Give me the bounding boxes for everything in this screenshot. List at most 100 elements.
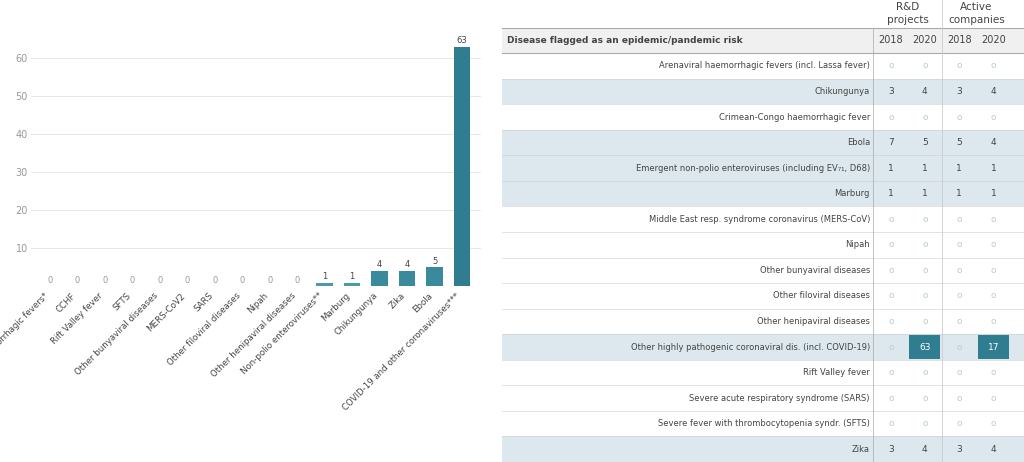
Text: Chikungunya: Chikungunya — [815, 87, 870, 96]
Text: o: o — [956, 215, 962, 224]
Text: o: o — [888, 61, 894, 70]
Text: Nipah: Nipah — [846, 240, 870, 249]
Text: Zika: Zika — [388, 291, 408, 310]
Text: o: o — [922, 240, 928, 249]
Bar — [316, 283, 333, 286]
Text: R&D
projects: R&D projects — [887, 2, 929, 24]
Text: Arenaviral haemorrhagic fevers*: Arenaviral haemorrhagic fevers* — [0, 291, 50, 397]
Text: Marburg: Marburg — [321, 291, 352, 323]
Text: Rift Valley fever: Rift Valley fever — [803, 368, 870, 377]
Text: Other filoviral diseases: Other filoviral diseases — [773, 292, 870, 300]
Text: o: o — [991, 215, 996, 224]
Text: o: o — [922, 419, 928, 428]
Bar — [502, 181, 1024, 207]
Text: o: o — [991, 292, 996, 300]
Bar — [502, 28, 1024, 53]
Text: 4: 4 — [991, 138, 996, 147]
Text: Severe fever with thrombocytopenia syndr. (SFTS): Severe fever with thrombocytopenia syndr… — [658, 419, 870, 428]
Text: 0: 0 — [212, 275, 217, 285]
Text: MERS-CoV2: MERS-CoV2 — [145, 291, 187, 333]
Text: 0: 0 — [240, 275, 245, 285]
Text: 17: 17 — [988, 342, 999, 352]
Bar — [502, 130, 1024, 155]
Text: o: o — [922, 61, 928, 70]
Text: 4: 4 — [404, 260, 410, 269]
Text: o: o — [922, 113, 928, 122]
Bar — [502, 437, 1024, 462]
Text: 4: 4 — [922, 87, 928, 96]
Bar — [502, 309, 1024, 334]
Text: o: o — [956, 317, 962, 326]
Text: Emergent non-polio enteroviruses (including EV₇₁, D68): Emergent non-polio enteroviruses (includ… — [636, 164, 870, 173]
Text: o: o — [956, 368, 962, 377]
Text: Rift Valley fever: Rift Valley fever — [50, 291, 104, 346]
Text: 3: 3 — [956, 87, 963, 96]
Text: SARS: SARS — [193, 291, 215, 314]
Text: CCHF: CCHF — [54, 291, 78, 314]
Text: 0: 0 — [47, 275, 52, 285]
Text: 3: 3 — [888, 445, 894, 454]
Text: 4: 4 — [377, 260, 382, 269]
Text: o: o — [956, 419, 962, 428]
Text: o: o — [991, 113, 996, 122]
Text: Crimean-Congo haemorrhagic fever: Crimean-Congo haemorrhagic fever — [719, 113, 870, 122]
Bar — [502, 155, 1024, 181]
Text: 1: 1 — [991, 189, 996, 198]
Text: 1: 1 — [956, 189, 963, 198]
Text: 3: 3 — [956, 445, 963, 454]
Bar — [426, 267, 442, 286]
Text: Zika: Zika — [852, 445, 870, 454]
Bar — [502, 207, 1024, 232]
Text: o: o — [888, 113, 894, 122]
Text: Nipah: Nipah — [246, 291, 269, 315]
Text: 0: 0 — [158, 275, 163, 285]
Text: o: o — [888, 394, 894, 402]
Bar — [454, 47, 470, 286]
Text: 4: 4 — [991, 87, 996, 96]
Text: o: o — [956, 266, 962, 275]
Text: o: o — [888, 266, 894, 275]
Text: 0: 0 — [295, 275, 300, 285]
Text: Disease flagged as an epidemic/pandemic risk: Disease flagged as an epidemic/pandemic … — [507, 36, 742, 45]
Bar — [372, 271, 388, 286]
Text: Non-polio enteroviruses**: Non-polio enteroviruses** — [240, 291, 325, 376]
Text: Other henipaviral diseases: Other henipaviral diseases — [757, 317, 870, 326]
Text: COVID-19 and other coronaviruses***: COVID-19 and other coronaviruses*** — [341, 291, 462, 412]
Bar — [502, 258, 1024, 283]
Text: o: o — [922, 317, 928, 326]
Bar — [399, 271, 416, 286]
Text: SFTS: SFTS — [111, 291, 132, 312]
Text: o: o — [922, 266, 928, 275]
Text: o: o — [956, 240, 962, 249]
Text: 4: 4 — [991, 445, 996, 454]
Text: o: o — [922, 368, 928, 377]
Text: Severe acute respiratory syndrome (SARS): Severe acute respiratory syndrome (SARS) — [689, 394, 870, 402]
Text: 1: 1 — [349, 272, 354, 281]
Text: 0: 0 — [102, 275, 108, 285]
Text: o: o — [922, 394, 928, 402]
Text: 4: 4 — [922, 445, 928, 454]
Bar — [502, 283, 1024, 309]
Text: Other filoviral diseases: Other filoviral diseases — [166, 291, 243, 367]
Bar — [502, 232, 1024, 258]
Text: Ebola: Ebola — [412, 291, 434, 314]
Text: Other highly pathogenic coronaviral dis. (incl. COVID-19): Other highly pathogenic coronaviral dis.… — [631, 342, 870, 352]
Text: Marburg: Marburg — [835, 189, 870, 198]
Text: o: o — [956, 292, 962, 300]
Text: 1: 1 — [991, 164, 996, 173]
Bar — [502, 360, 1024, 385]
Bar — [502, 385, 1024, 411]
Text: 0: 0 — [75, 275, 80, 285]
Bar — [502, 334, 1024, 360]
Text: Other henipaviral diseases: Other henipaviral diseases — [209, 291, 297, 379]
Text: o: o — [991, 317, 996, 326]
Text: 1: 1 — [956, 164, 963, 173]
Text: Other bunyaviral diseases: Other bunyaviral diseases — [74, 291, 160, 377]
Text: 5: 5 — [956, 138, 963, 147]
Text: o: o — [991, 266, 996, 275]
Bar — [502, 79, 1024, 104]
Bar — [978, 335, 1010, 359]
Text: 63: 63 — [919, 342, 931, 352]
Text: o: o — [956, 113, 962, 122]
Text: Active
companies: Active companies — [948, 2, 1005, 24]
